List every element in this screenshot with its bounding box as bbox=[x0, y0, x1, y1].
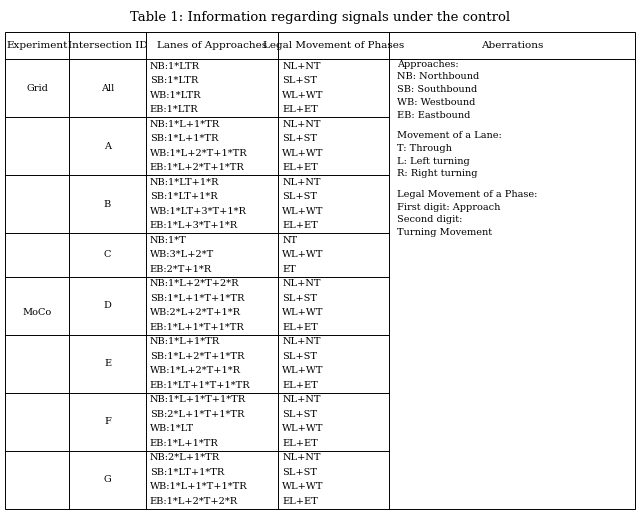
Text: NT: NT bbox=[282, 236, 298, 245]
Text: EL+ET: EL+ET bbox=[282, 381, 318, 390]
Text: EB: Eastbound: EB: Eastbound bbox=[397, 111, 470, 120]
Text: All: All bbox=[101, 83, 114, 93]
Text: EB:2*T+1*R: EB:2*T+1*R bbox=[150, 265, 212, 274]
Text: SB:1*LTR: SB:1*LTR bbox=[150, 76, 198, 85]
Text: NB:1*L+1*TR: NB:1*L+1*TR bbox=[150, 120, 220, 129]
Text: SL+ST: SL+ST bbox=[282, 468, 317, 477]
Text: NL+NT: NL+NT bbox=[282, 62, 321, 71]
Text: SB:2*L+1*T+1*TR: SB:2*L+1*T+1*TR bbox=[150, 410, 244, 419]
Text: SB:1*L+2*T+1*TR: SB:1*L+2*T+1*TR bbox=[150, 352, 244, 361]
Text: Second digit:: Second digit: bbox=[397, 215, 462, 224]
Text: T: Through: T: Through bbox=[397, 144, 452, 153]
Text: ET: ET bbox=[282, 265, 296, 274]
Text: WL+WT: WL+WT bbox=[282, 366, 324, 376]
Text: WL+WT: WL+WT bbox=[282, 482, 324, 492]
Text: R: Right turning: R: Right turning bbox=[397, 169, 477, 178]
Text: SB:1*LT+1*R: SB:1*LT+1*R bbox=[150, 192, 218, 202]
Text: NL+NT: NL+NT bbox=[282, 453, 321, 463]
Text: WL+WT: WL+WT bbox=[282, 207, 324, 216]
Text: B: B bbox=[104, 199, 111, 209]
Text: D: D bbox=[104, 301, 111, 310]
Text: WL+WT: WL+WT bbox=[282, 149, 324, 158]
Text: WB:1*LT: WB:1*LT bbox=[150, 424, 194, 434]
Text: WL+WT: WL+WT bbox=[282, 250, 324, 260]
Text: EB:1*L+1*T+1*TR: EB:1*L+1*T+1*TR bbox=[150, 323, 244, 332]
Text: NL+NT: NL+NT bbox=[282, 178, 321, 187]
Text: NB:1*L+1*T+1*TR: NB:1*L+1*T+1*TR bbox=[150, 395, 246, 405]
Text: SB:1*L+1*T+1*TR: SB:1*L+1*T+1*TR bbox=[150, 294, 244, 303]
Text: NL+NT: NL+NT bbox=[282, 120, 321, 129]
Text: NL+NT: NL+NT bbox=[282, 395, 321, 405]
Text: EB:1*LT+1*T+1*TR: EB:1*LT+1*T+1*TR bbox=[150, 381, 250, 390]
Text: SL+ST: SL+ST bbox=[282, 76, 317, 85]
Text: EL+ET: EL+ET bbox=[282, 221, 318, 231]
Text: WL+WT: WL+WT bbox=[282, 424, 324, 434]
Text: EL+ET: EL+ET bbox=[282, 163, 318, 172]
Text: Lanes of Approaches: Lanes of Approaches bbox=[157, 41, 268, 50]
Text: F: F bbox=[104, 417, 111, 426]
Text: NB:1*LTR: NB:1*LTR bbox=[150, 62, 200, 71]
Text: NB: Northbound: NB: Northbound bbox=[397, 73, 479, 81]
Text: WB:1*L+1*T+1*TR: WB:1*L+1*T+1*TR bbox=[150, 482, 248, 492]
Text: SL+ST: SL+ST bbox=[282, 134, 317, 143]
Text: Movement of a Lane:: Movement of a Lane: bbox=[397, 131, 502, 140]
Text: NB:2*L+1*TR: NB:2*L+1*TR bbox=[150, 453, 220, 463]
Text: Turning Movement: Turning Movement bbox=[397, 228, 492, 237]
Text: SB: Southbound: SB: Southbound bbox=[397, 85, 477, 94]
Text: EB:1*L+1*TR: EB:1*L+1*TR bbox=[150, 439, 218, 448]
Text: L: Left turning: L: Left turning bbox=[397, 156, 470, 166]
Text: SL+ST: SL+ST bbox=[282, 352, 317, 361]
Text: SL+ST: SL+ST bbox=[282, 410, 317, 419]
Text: WB:1*LTR: WB:1*LTR bbox=[150, 91, 201, 100]
Text: C: C bbox=[104, 250, 111, 260]
Text: WB: Westbound: WB: Westbound bbox=[397, 98, 475, 107]
Text: E: E bbox=[104, 359, 111, 368]
Text: WB:3*L+2*T: WB:3*L+2*T bbox=[150, 250, 214, 260]
Text: WL+WT: WL+WT bbox=[282, 308, 324, 318]
Text: EB:1*LTR: EB:1*LTR bbox=[150, 105, 198, 114]
Text: WB:1*L+2*T+1*R: WB:1*L+2*T+1*R bbox=[150, 366, 241, 376]
Text: NB:1*LT+1*R: NB:1*LT+1*R bbox=[150, 178, 219, 187]
Text: Intersection ID: Intersection ID bbox=[68, 41, 147, 50]
Text: NL+NT: NL+NT bbox=[282, 279, 321, 289]
Text: WB:2*L+2*T+1*R: WB:2*L+2*T+1*R bbox=[150, 308, 241, 318]
Text: EL+ET: EL+ET bbox=[282, 497, 318, 506]
Text: EL+ET: EL+ET bbox=[282, 439, 318, 448]
Text: WB:1*LT+3*T+1*R: WB:1*LT+3*T+1*R bbox=[150, 207, 246, 216]
Text: SB:1*LT+1*TR: SB:1*LT+1*TR bbox=[150, 468, 224, 477]
Text: WL+WT: WL+WT bbox=[282, 91, 324, 100]
Text: MoCo: MoCo bbox=[22, 308, 52, 318]
Text: Aberrations: Aberrations bbox=[481, 41, 543, 50]
Text: NB:1*L+2*T+2*R: NB:1*L+2*T+2*R bbox=[150, 279, 239, 289]
Text: SB:1*L+1*TR: SB:1*L+1*TR bbox=[150, 134, 218, 143]
Text: First digit: Approach: First digit: Approach bbox=[397, 203, 500, 211]
Text: EL+ET: EL+ET bbox=[282, 323, 318, 332]
Text: EB:1*L+2*T+2*R: EB:1*L+2*T+2*R bbox=[150, 497, 238, 506]
Text: Table 1: Information regarding signals under the control: Table 1: Information regarding signals u… bbox=[130, 11, 510, 24]
Text: EB:1*L+2*T+1*TR: EB:1*L+2*T+1*TR bbox=[150, 163, 244, 172]
Text: EL+ET: EL+ET bbox=[282, 105, 318, 114]
Text: Experiment: Experiment bbox=[6, 41, 68, 50]
Text: Grid: Grid bbox=[26, 83, 48, 93]
Text: Legal Movement of Phases: Legal Movement of Phases bbox=[263, 41, 404, 50]
Text: NL+NT: NL+NT bbox=[282, 337, 321, 347]
Text: SL+ST: SL+ST bbox=[282, 294, 317, 303]
Text: A: A bbox=[104, 141, 111, 151]
Text: NB:1*T: NB:1*T bbox=[150, 236, 186, 245]
Text: EB:1*L+3*T+1*R: EB:1*L+3*T+1*R bbox=[150, 221, 238, 231]
Text: Legal Movement of a Phase:: Legal Movement of a Phase: bbox=[397, 190, 537, 199]
Text: WB:1*L+2*T+1*TR: WB:1*L+2*T+1*TR bbox=[150, 149, 248, 158]
Text: Approaches:: Approaches: bbox=[397, 60, 458, 68]
Text: SL+ST: SL+ST bbox=[282, 192, 317, 202]
Text: G: G bbox=[104, 475, 111, 484]
Text: NB:1*L+1*TR: NB:1*L+1*TR bbox=[150, 337, 220, 347]
